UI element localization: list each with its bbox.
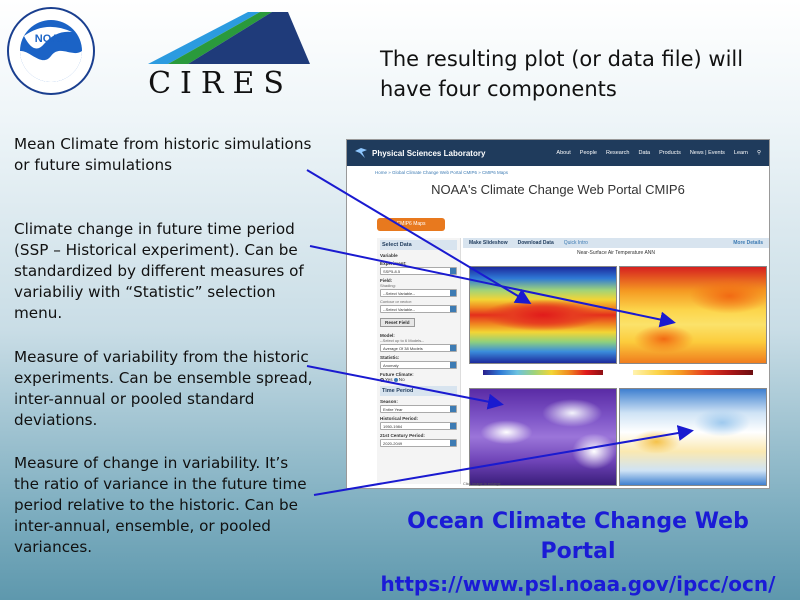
click-to-enlarge-note: Click image to enlarge: [463, 482, 501, 486]
component-variability: Measure of variability from the historic…: [14, 348, 313, 429]
psl-nav: About People Research Data Products News…: [556, 150, 761, 156]
portal-link-block: Ocean Climate Change Web Portal https://…: [372, 507, 784, 599]
nav-learn[interactable]: Learn: [733, 150, 748, 156]
historical-period-select[interactable]: 1950-1984: [380, 422, 457, 430]
breadcrumb[interactable]: Home » Global Climate Change Web Portal …: [375, 170, 508, 175]
future-climate-radios: Yes No: [380, 377, 457, 382]
season-label: Season:: [380, 399, 398, 404]
map-variability-change[interactable]: [619, 388, 767, 486]
more-details-link[interactable]: More Details: [733, 240, 763, 246]
season-select[interactable]: Entire Year: [380, 405, 457, 413]
model-label: Model:: [380, 333, 395, 338]
contour-select[interactable]: --Select Variable--: [380, 305, 457, 313]
map-mean-climate[interactable]: [469, 266, 617, 364]
quick-intro-link[interactable]: Quick Intro: [563, 240, 588, 246]
cires-logo: CIRES: [128, 6, 313, 101]
future-period-label: 21st Century Period:: [380, 433, 425, 438]
radio-no[interactable]: [393, 377, 398, 382]
variable-label: Variable: [380, 253, 398, 258]
map-climate-change[interactable]: [619, 266, 767, 364]
shading-label: Shading:: [380, 283, 396, 288]
portal-page-title: NOAA's Climate Change Web Portal CMIP6: [431, 182, 685, 197]
shading-select[interactable]: --Select Variable--: [380, 289, 457, 297]
component-variability-change: Measure of change in variability. It’s t…: [14, 454, 307, 556]
experiment-label: Experiment:: [380, 261, 407, 266]
plot-title: Near-Surface Air Temperature ANN: [577, 250, 655, 256]
psl-header: Physical Sciences Laboratory About Peopl…: [347, 140, 769, 166]
component-climate-change: Climate change in future time period (SS…: [14, 220, 304, 322]
radio-yes-label: Yes: [385, 377, 393, 382]
psl-logo-icon: [355, 148, 367, 158]
model-sub-label: --Select up to 6 Models--: [380, 338, 424, 343]
cires-wordmark: CIRES: [148, 66, 293, 101]
radio-no-label: No: [398, 377, 405, 382]
control-panel: Select Data Variable Experiment: SSP5-8.…: [377, 238, 461, 484]
tab-bar: Make Slideshow Download Data Quick Intro…: [463, 238, 769, 248]
cmip6-maps-button[interactable]: CMIP6 Maps: [377, 218, 445, 231]
nav-products[interactable]: Products: [659, 150, 681, 156]
nav-research[interactable]: Research: [605, 150, 630, 156]
contour-label: Contour or vector:: [380, 299, 413, 304]
experiment-select[interactable]: SSP5-8.5: [380, 267, 457, 275]
radio-yes[interactable]: [380, 377, 384, 382]
nav-data[interactable]: Data: [638, 150, 651, 156]
nav-people[interactable]: People: [579, 150, 597, 156]
historical-period-label: Historical Period:: [380, 416, 419, 421]
nav-news[interactable]: News | Events: [689, 150, 725, 156]
model-select[interactable]: Average Of 38 Models: [380, 344, 457, 352]
colorbar-climate-change: [633, 370, 753, 375]
reset-field-button[interactable]: Reset Field: [380, 318, 415, 327]
noaa-center-text: NOAA: [35, 33, 67, 45]
statistic-select[interactable]: Anomaly: [380, 361, 457, 369]
portal-url-link[interactable]: https://www.psl.noaa.gov/ipcc/ocn/: [380, 572, 776, 596]
statistic-label: Statistic:: [380, 355, 400, 360]
search-icon[interactable]: ⚲: [756, 150, 761, 156]
tab-make-slideshow[interactable]: Make Slideshow: [469, 240, 508, 246]
noaa-logo: NOAA: [6, 6, 96, 96]
map-variability[interactable]: [469, 388, 617, 486]
nav-about[interactable]: About: [556, 150, 571, 156]
component-mean-climate: Mean Climate from historic simulations o…: [14, 135, 312, 174]
portal-name: Ocean Climate Change Web Portal: [407, 509, 749, 564]
time-period-header: Time Period: [380, 386, 457, 396]
psl-site-title[interactable]: Physical Sciences Laboratory: [372, 148, 486, 158]
select-data-header: Select Data: [380, 240, 457, 250]
portal-screenshot: Physical Sciences Laboratory About Peopl…: [346, 139, 770, 489]
future-period-select[interactable]: 2020-2049: [380, 439, 457, 447]
colorbar-mean-climate: [483, 370, 603, 375]
tab-download-data[interactable]: Download Data: [517, 240, 554, 246]
headline: The resulting plot (or data file) will h…: [380, 47, 744, 101]
